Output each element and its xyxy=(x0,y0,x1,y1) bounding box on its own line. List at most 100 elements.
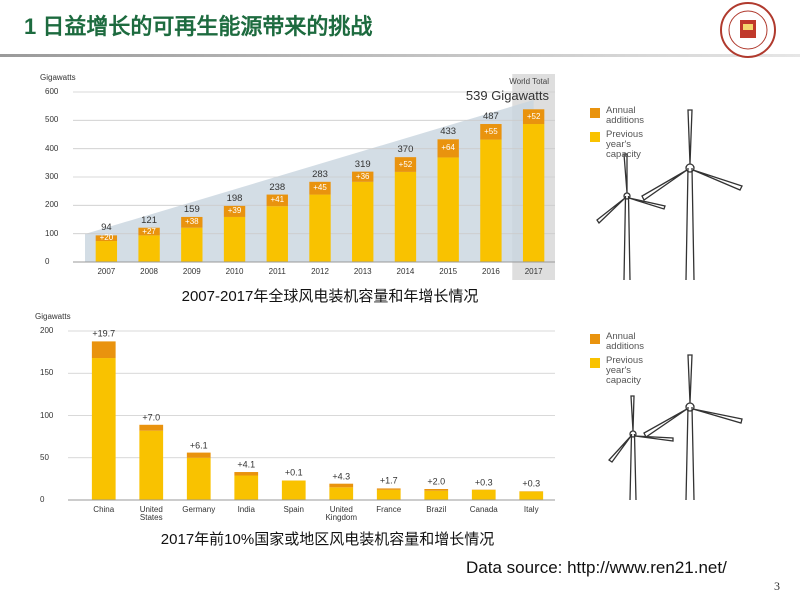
x-tick-label: 2014 xyxy=(396,267,415,276)
legend-swatch xyxy=(590,358,600,368)
bar-segment xyxy=(437,157,459,262)
annotation-title: World Total xyxy=(509,76,549,86)
value-label: +4.3 xyxy=(332,471,351,482)
legend-label: Previous year's capacity xyxy=(606,355,643,386)
bar-segment xyxy=(309,181,331,195)
value-label: +19.7 xyxy=(92,328,116,339)
bar-segment xyxy=(234,472,259,476)
legend-label: Annual additions xyxy=(606,105,645,126)
x-tick-label: Italy xyxy=(523,505,539,514)
chart-caption: 2017年前10%国家或地区风电装机容量和增长情况 xyxy=(160,531,495,549)
total-label: 121 xyxy=(141,214,158,226)
value-label: +55 xyxy=(484,126,498,136)
x-tick-label: 2012 xyxy=(311,267,329,276)
x-tick-label: United States xyxy=(139,505,163,523)
x-tick-label: Spain xyxy=(283,505,304,514)
bar-segment xyxy=(234,475,259,500)
bar-segment xyxy=(309,194,331,262)
y-tick-label: 200 xyxy=(40,325,54,335)
bar-segment xyxy=(91,358,116,500)
bar-segment xyxy=(223,205,246,217)
bar-segment xyxy=(424,490,449,500)
bar-segment xyxy=(394,171,417,262)
value-label: +6.1 xyxy=(189,440,208,451)
y-tick-label: 0 xyxy=(45,256,50,266)
bar-segment xyxy=(139,430,164,500)
y-tick-label: 100 xyxy=(45,228,59,238)
total-label: 238 xyxy=(269,181,286,193)
logo xyxy=(720,2,776,58)
y-tick-label: 600 xyxy=(45,86,59,96)
y-tick-label: 400 xyxy=(45,143,59,153)
x-tick-label: 2009 xyxy=(182,267,201,276)
bar-segment xyxy=(266,194,288,207)
x-tick-label: 2011 xyxy=(268,267,286,276)
x-tick-label: United Kingdom xyxy=(325,505,358,523)
bar-segment xyxy=(95,235,118,242)
value-label: +0.3 xyxy=(522,478,541,489)
annotation-label: 539 Gigawatts xyxy=(465,88,549,104)
y-axis-label: Gigawatts xyxy=(35,311,71,321)
legend-swatch xyxy=(590,132,600,142)
value-label: +1.7 xyxy=(379,475,398,486)
total-label: 159 xyxy=(183,203,200,215)
x-tick-label: 2017 xyxy=(524,267,543,276)
bar-segment xyxy=(522,124,545,263)
total-label: 370 xyxy=(397,144,414,156)
y-tick-label: 300 xyxy=(45,171,59,181)
x-tick-label: 2015 xyxy=(439,267,458,276)
bar-segment xyxy=(223,216,246,262)
bar-segment xyxy=(138,235,160,262)
value-label: +64 xyxy=(441,143,455,153)
value-label: +7.0 xyxy=(142,412,161,423)
x-tick-label: India xyxy=(237,505,255,514)
value-label: +4.1 xyxy=(237,459,256,470)
value-label: +0.1 xyxy=(284,468,303,479)
x-tick-label: China xyxy=(93,505,115,514)
bar-segment xyxy=(186,452,211,458)
page-number: 3 xyxy=(774,579,780,593)
bar-segment xyxy=(266,206,288,262)
bar-segment xyxy=(424,489,449,491)
bar-segment xyxy=(139,424,164,431)
value-label: +36 xyxy=(355,171,370,181)
x-tick-label: 2007 xyxy=(97,267,116,276)
bar-segment xyxy=(329,483,354,488)
bar-segment xyxy=(522,109,545,125)
bar-segment xyxy=(181,216,203,228)
bar-segment xyxy=(471,489,496,500)
x-tick-label: Brazil xyxy=(426,505,447,514)
value-label: +52 xyxy=(398,159,413,169)
y-tick-label: 0 xyxy=(40,494,45,504)
bar-segment xyxy=(437,139,459,158)
x-tick-label: 2013 xyxy=(353,267,372,276)
bar-segment xyxy=(281,480,306,500)
bar-segment xyxy=(138,227,160,236)
x-tick-label: Germany xyxy=(182,505,216,514)
value-label: +20 xyxy=(99,232,114,242)
y-tick-label: 100 xyxy=(40,410,54,420)
header-rule xyxy=(0,54,800,57)
value-label: +52 xyxy=(526,111,541,121)
x-tick-label: 2016 xyxy=(482,267,500,276)
bar-segment xyxy=(181,227,203,262)
total-label: 94 xyxy=(101,222,112,234)
bar-segment xyxy=(480,139,502,262)
value-label: +45 xyxy=(313,182,327,192)
data-source: Data source: http://www.ren21.net/ xyxy=(466,558,727,577)
turbines xyxy=(596,109,743,501)
total-label: 198 xyxy=(226,192,243,204)
bar-segment xyxy=(394,157,417,172)
legend-label: Annual additions xyxy=(606,331,645,352)
bar-segment xyxy=(376,489,401,500)
bar-segment xyxy=(480,124,502,140)
bar-segment xyxy=(352,171,374,182)
x-tick-label: 2010 xyxy=(225,267,244,276)
y-tick-label: 500 xyxy=(45,115,59,125)
value-label: +2.0 xyxy=(427,476,446,487)
bar-segment xyxy=(376,488,401,490)
value-label: +0.3 xyxy=(474,477,493,488)
y-tick-label: 150 xyxy=(40,368,54,378)
bar-segment xyxy=(519,491,544,500)
